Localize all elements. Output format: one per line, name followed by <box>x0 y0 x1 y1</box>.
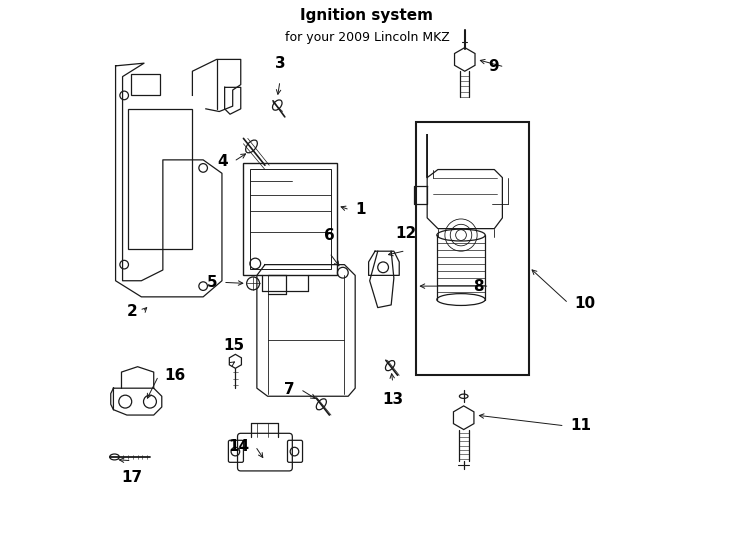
Text: 13: 13 <box>382 393 404 408</box>
Text: 16: 16 <box>164 368 185 383</box>
Text: 15: 15 <box>223 338 244 353</box>
Text: 14: 14 <box>229 438 250 454</box>
Text: 7: 7 <box>284 382 295 397</box>
Bar <box>250 169 331 269</box>
Text: for your 2009 Lincoln MKZ: for your 2009 Lincoln MKZ <box>285 31 449 44</box>
Bar <box>131 74 160 96</box>
Text: 4: 4 <box>218 154 228 169</box>
Bar <box>128 109 192 248</box>
Text: 12: 12 <box>395 226 416 241</box>
Text: 1: 1 <box>355 202 366 217</box>
Text: 9: 9 <box>489 59 499 75</box>
Bar <box>416 122 529 375</box>
Text: 17: 17 <box>121 470 142 485</box>
Text: 8: 8 <box>473 279 484 294</box>
Bar <box>244 163 338 275</box>
Text: 5: 5 <box>207 275 218 290</box>
Text: 11: 11 <box>570 418 591 433</box>
Text: 3: 3 <box>275 56 286 71</box>
Text: 6: 6 <box>324 228 335 243</box>
Text: 10: 10 <box>574 296 595 311</box>
Text: Ignition system: Ignition system <box>300 8 434 23</box>
Text: 2: 2 <box>126 305 137 319</box>
